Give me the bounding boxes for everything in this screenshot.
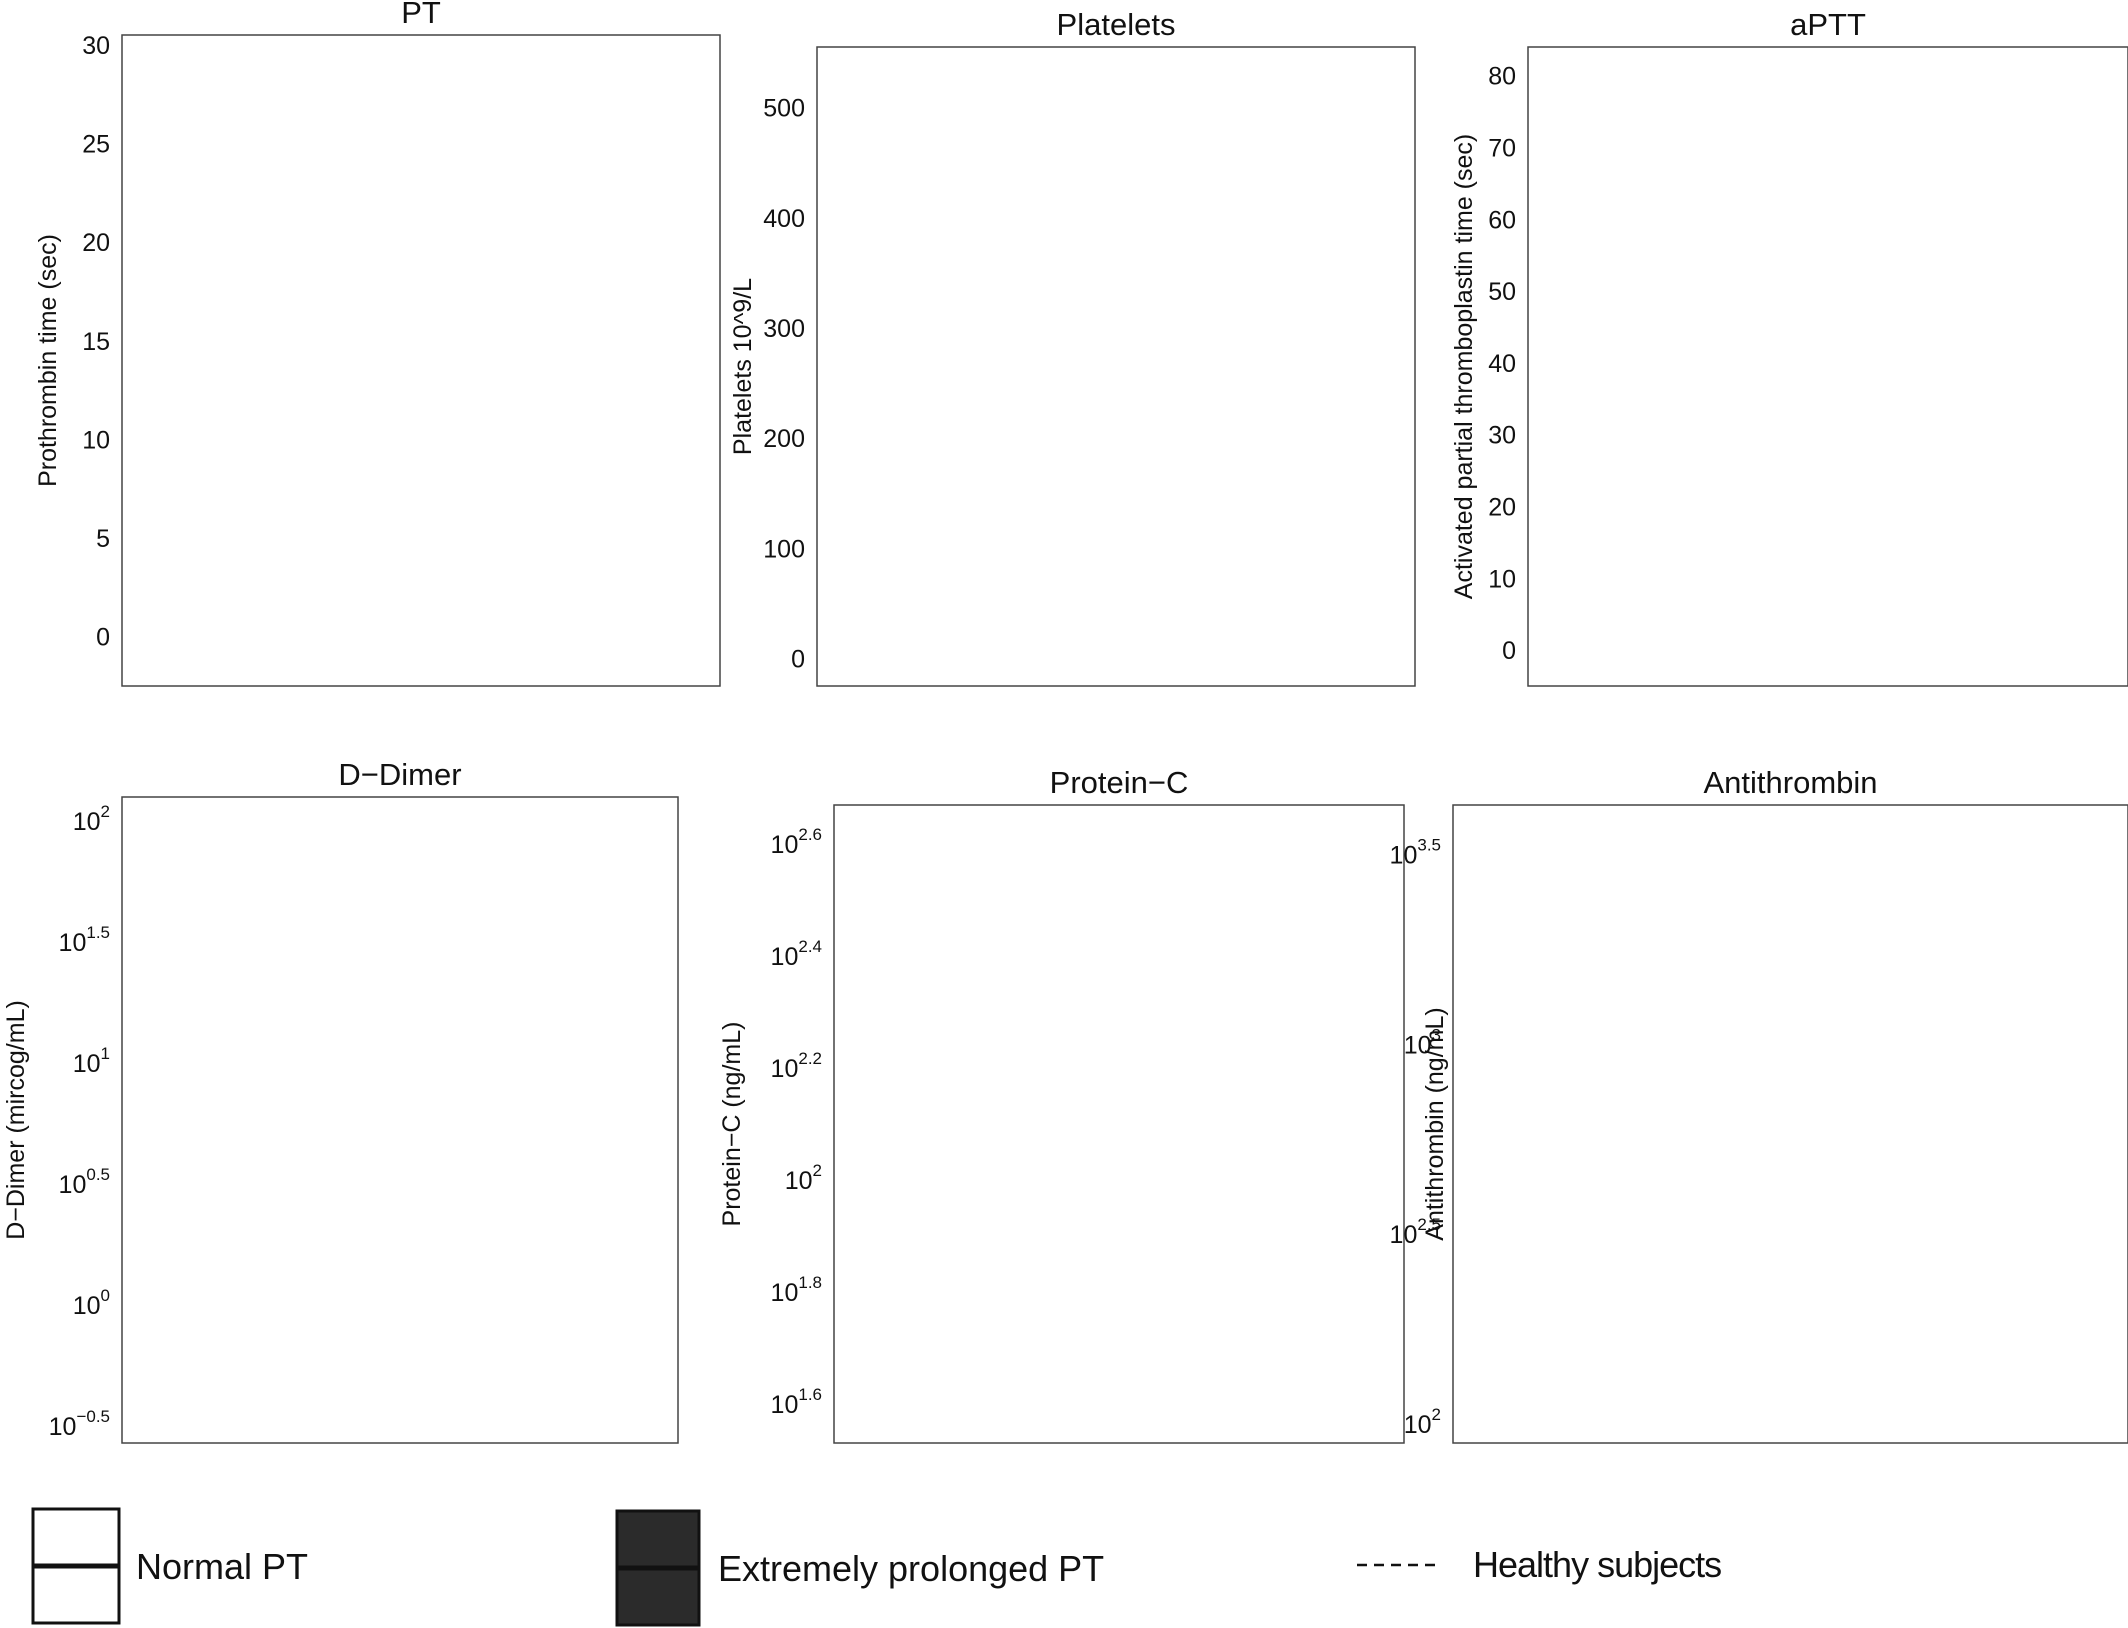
y-tick-label: 101 [73, 1044, 110, 1078]
panel-title: aPTT [1790, 7, 1866, 42]
y-tick-label: 60 [1488, 206, 1516, 234]
y-tick-label: 25 [82, 131, 110, 159]
y-axis-title: D−Dimer (mircog/mL) [2, 1000, 30, 1240]
y-tick-label: 102.4 [771, 937, 822, 971]
y-axis-title: Activated partial thromboplastin time (s… [1450, 134, 1478, 599]
y-tick-label: 10 [1488, 565, 1516, 593]
panel-title: Antithrombin [1703, 765, 1877, 800]
legend-label-normal-pt: Normal PT [136, 1546, 308, 1587]
y-tick-label: 101.8 [771, 1273, 822, 1307]
y-tick-label: 0 [1502, 637, 1516, 665]
y-tick-label: 30 [1488, 422, 1516, 450]
panel-frame [121, 796, 679, 1444]
y-tick-label: 103 [1404, 1025, 1441, 1059]
y-tick-label: 102.5 [1390, 1215, 1441, 1249]
y-tick-label: 102 [1404, 1405, 1441, 1439]
y-tick-label: 10−0.5 [49, 1407, 110, 1441]
y-axis-title: Protein−C (ng/mL) [718, 1022, 746, 1227]
panel-platelets: 0 100 200 300 400 500 Platelets Platelets 10^9/… [729, 7, 1416, 687]
y-tick-label: 40 [1488, 350, 1516, 378]
y-tick-label: 70 [1488, 135, 1516, 163]
y-tick-label: 102.2 [771, 1049, 822, 1083]
legend-label-healthy-subjects: Healthy subjects [1473, 1544, 1721, 1585]
y-tick-label: 10 [82, 426, 110, 454]
y-tick-label: 500 [763, 95, 805, 123]
y-tick-label: 15 [82, 328, 110, 356]
panel-frame [816, 46, 1416, 687]
y-tick-label: 0 [96, 624, 110, 652]
panel-antithrombin: 102102.5103103.5**AntithrombinAntithromb… [1390, 765, 2128, 1444]
legend: Normal PT Extremely prolonged PT Healthy… [31, 1507, 1722, 1627]
y-axis-title: Platelets 10^9/L [729, 278, 757, 455]
panel-title: Platelets [1057, 7, 1176, 42]
panel-frame [1527, 46, 2128, 687]
panel-title: D−Dimer [338, 757, 461, 792]
y-tick-label: 300 [763, 315, 805, 343]
legend-label-extremely-prolonged-pt: Extremely prolonged PT [718, 1548, 1104, 1589]
y-axis-title: Antithrombin (ng/mL) [1421, 1007, 1449, 1240]
panel-frame [833, 804, 1405, 1444]
legend-item-healthy-subjects: Healthy subjects [1357, 1544, 1722, 1585]
y-tick-label: 5 [96, 525, 110, 553]
y-tick-label: 102.6 [771, 825, 822, 859]
y-tick-label: 100.5 [59, 1165, 110, 1199]
y-tick-label: 0 [791, 645, 805, 673]
y-tick-label: 103.5 [1390, 835, 1441, 869]
y-tick-label: 101.5 [59, 923, 110, 957]
legend-item-normal-pt: Normal PT [31, 1507, 308, 1625]
y-tick-label: 80 [1488, 63, 1516, 91]
panel-title: Protein−C [1050, 765, 1189, 800]
y-tick-label: 20 [1488, 494, 1516, 522]
y-axis-title: Prothrombin time (sec) [34, 234, 62, 487]
panel-frame [121, 34, 721, 687]
y-tick-label: 400 [763, 205, 805, 233]
y-tick-label: 30 [82, 32, 110, 60]
y-tick-label: 102 [785, 1161, 822, 1195]
y-tick-label: 100 [73, 1286, 110, 1320]
y-tick-label: 200 [763, 425, 805, 453]
panel-frame [1452, 804, 2128, 1444]
y-tick-label: 102 [73, 802, 110, 836]
y-tick-label: 101.6 [771, 1385, 822, 1419]
legend-item-extremely-prolonged-pt: Extremely prolonged PT [615, 1509, 1104, 1627]
y-tick-label: 100 [763, 535, 805, 563]
panel-title: PT [401, 0, 441, 30]
panel-d-dimer: 10−0.5 100 100.5 101 101.5 102 D−Dimer D−Dimer … [2, 757, 679, 1444]
y-tick-label: 20 [82, 229, 110, 257]
y-tick-label: 50 [1488, 278, 1516, 306]
panel-protein-c: 101.6101.8102102.2102.4102.6****Protein−… [718, 765, 1405, 1444]
